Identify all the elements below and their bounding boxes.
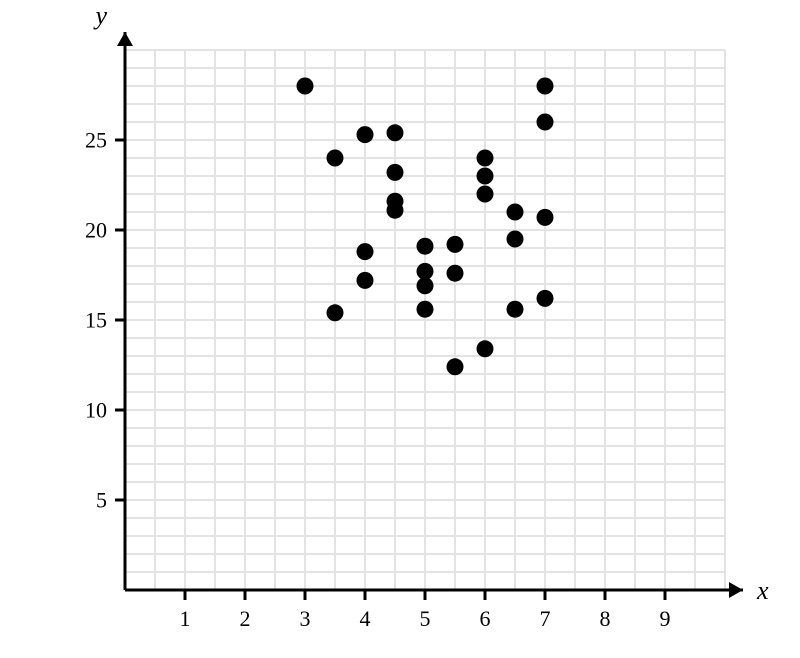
y-tick-label: 5 xyxy=(96,488,107,513)
data-point xyxy=(477,150,494,167)
data-point xyxy=(447,236,464,253)
x-tick-label: 7 xyxy=(540,606,551,631)
data-point xyxy=(477,168,494,185)
data-point xyxy=(477,186,494,203)
data-point xyxy=(537,209,554,226)
data-point xyxy=(387,202,404,219)
data-point xyxy=(477,340,494,357)
x-tick-label: 6 xyxy=(480,606,491,631)
x-tick-label: 3 xyxy=(300,606,311,631)
y-tick-label: 20 xyxy=(85,218,107,243)
y-tick-label: 25 xyxy=(85,128,107,153)
data-point xyxy=(417,301,434,318)
y-tick-label: 10 xyxy=(85,398,107,423)
data-point xyxy=(537,114,554,131)
y-axis-label: y xyxy=(92,1,107,30)
x-tick-label: 5 xyxy=(420,606,431,631)
x-tick-label: 2 xyxy=(240,606,251,631)
data-point xyxy=(447,358,464,375)
x-tick-label: 4 xyxy=(360,606,371,631)
x-tick-label: 1 xyxy=(180,606,191,631)
data-point xyxy=(387,124,404,141)
data-point xyxy=(297,78,314,95)
data-point xyxy=(357,272,374,289)
data-point xyxy=(417,238,434,255)
data-point xyxy=(387,164,404,181)
data-point xyxy=(537,290,554,307)
grid xyxy=(125,50,725,590)
data-point xyxy=(417,277,434,294)
data-point xyxy=(507,301,524,318)
data-point xyxy=(537,78,554,95)
scatter-chart: x y 1 2 3 4 5 6 7 8 9 5 10 15 20 25 xyxy=(0,0,800,658)
x-tick-label: 9 xyxy=(660,606,671,631)
data-point xyxy=(507,204,524,221)
x-axis-label: x xyxy=(756,576,769,605)
x-tick-label: 8 xyxy=(600,606,611,631)
chart-svg: x y 1 2 3 4 5 6 7 8 9 5 10 15 20 25 xyxy=(0,0,800,658)
data-point xyxy=(357,243,374,260)
data-point xyxy=(447,265,464,282)
data-point xyxy=(327,304,344,321)
data-point xyxy=(357,126,374,143)
data-point xyxy=(507,231,524,248)
y-tick-label: 15 xyxy=(85,308,107,333)
data-point xyxy=(327,150,344,167)
